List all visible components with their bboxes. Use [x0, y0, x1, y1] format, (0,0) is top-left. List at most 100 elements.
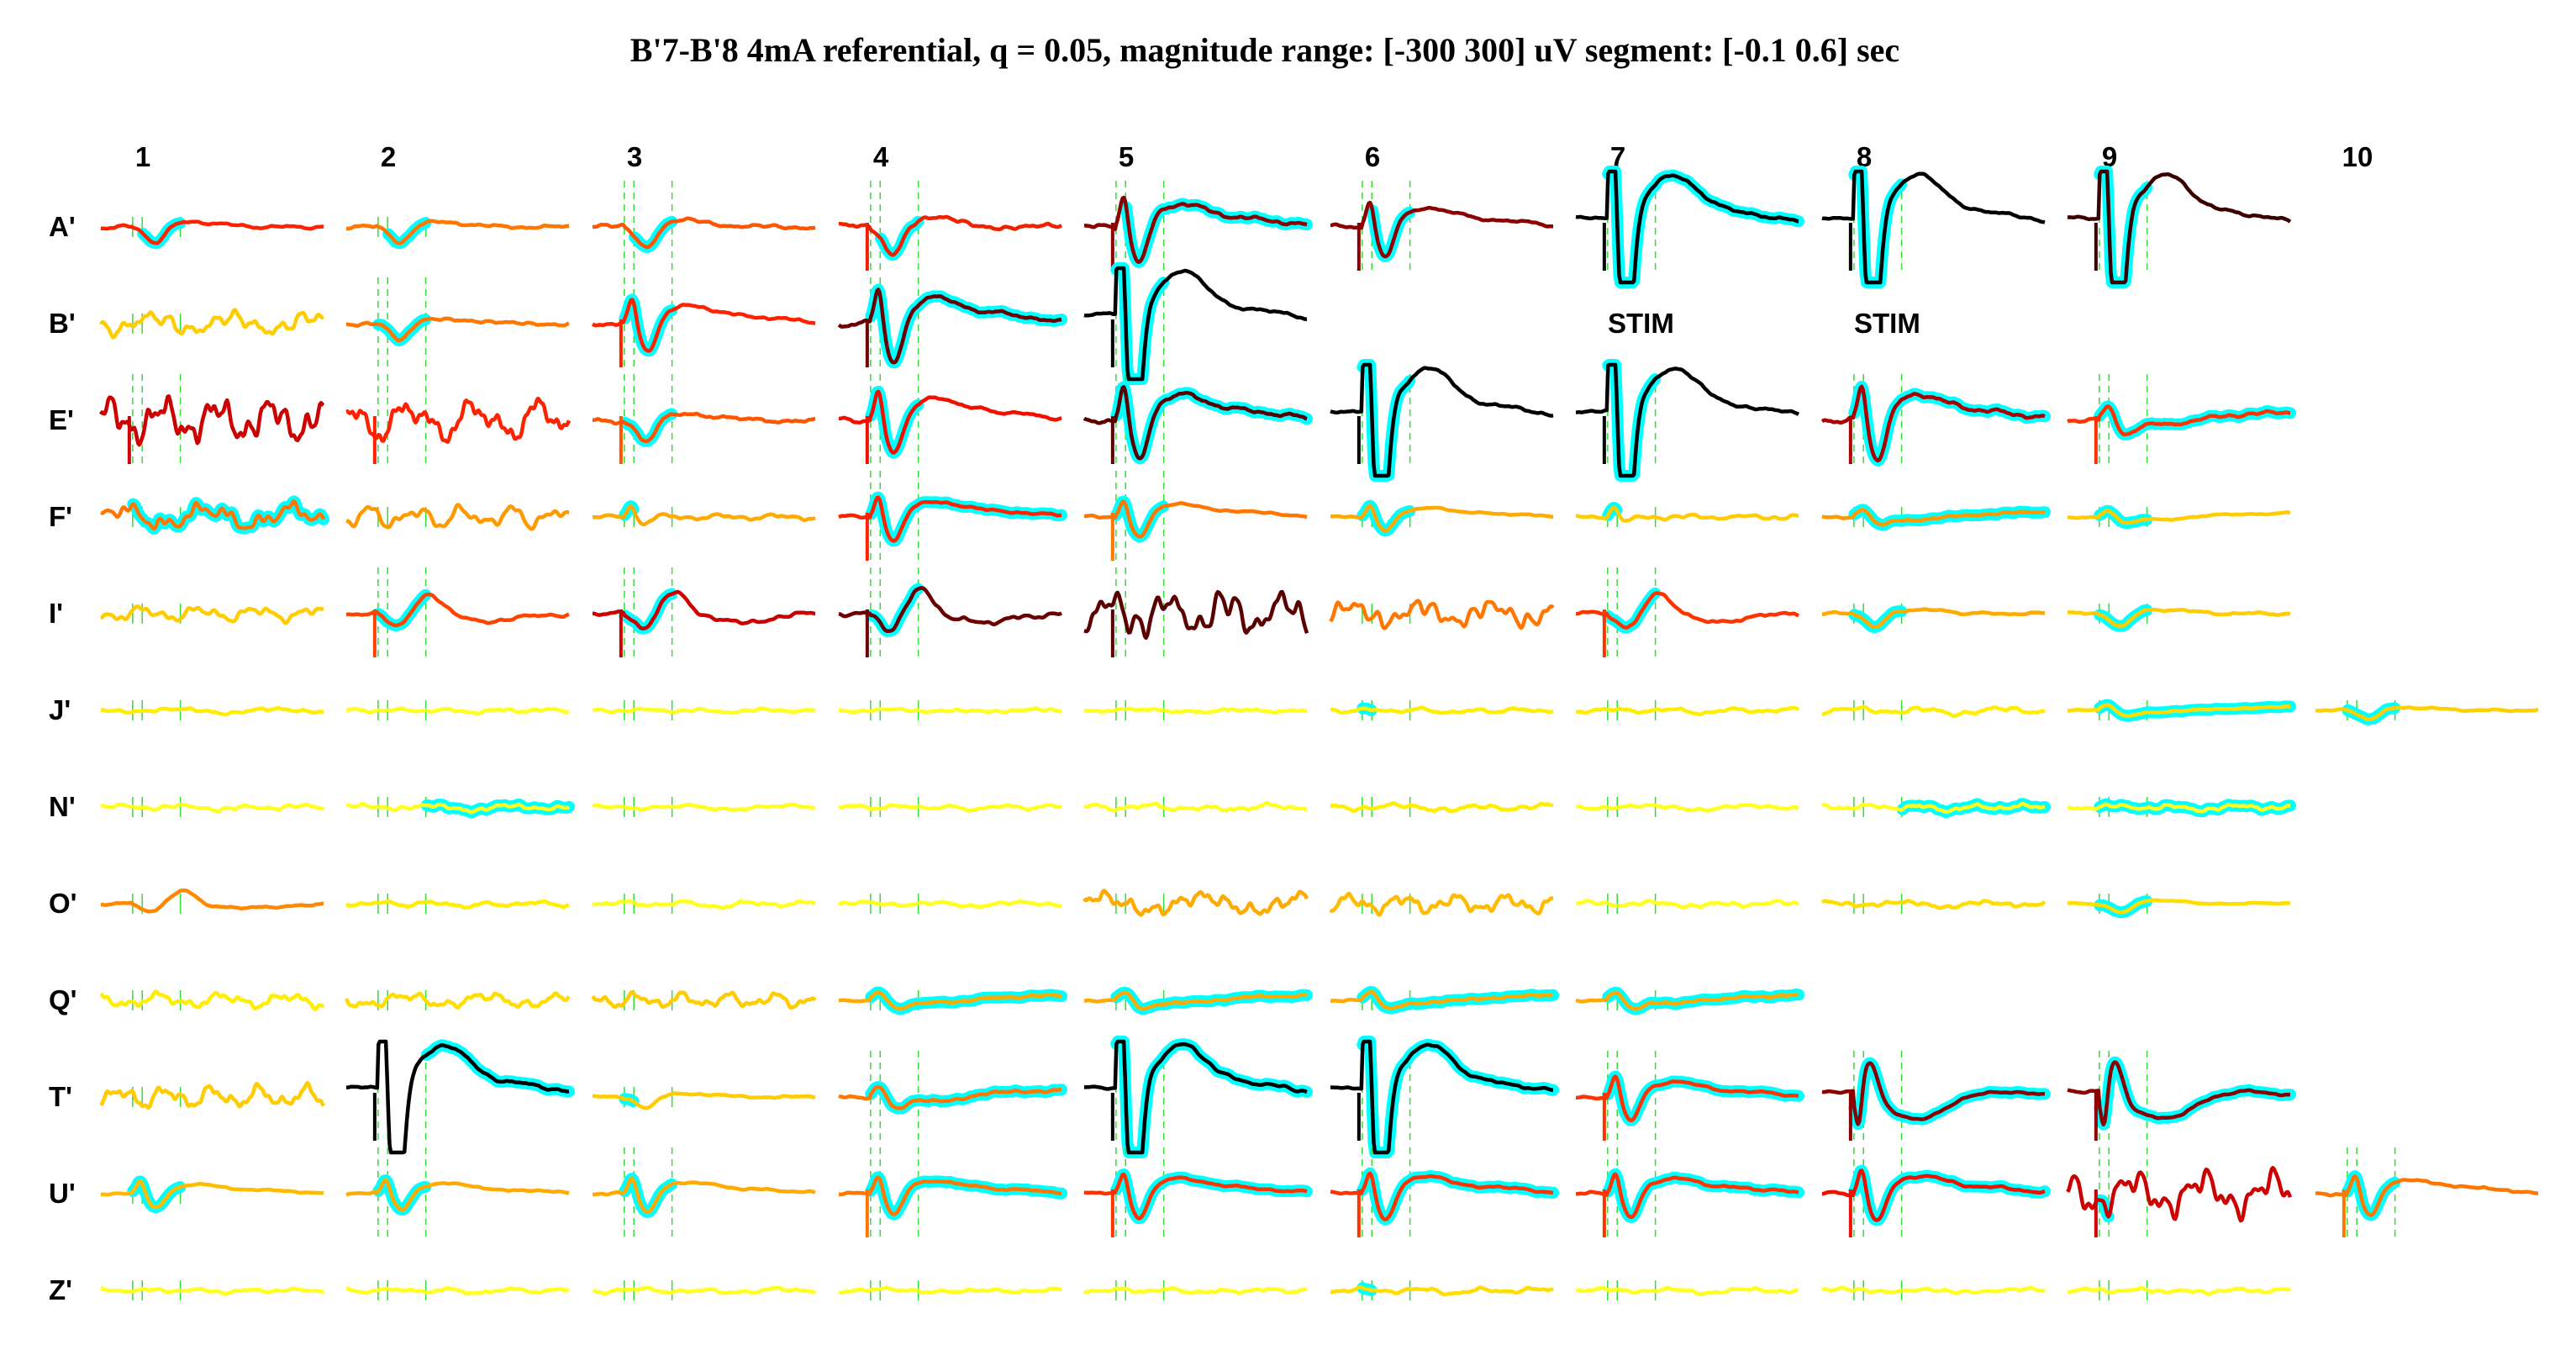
response-trace — [1330, 362, 1554, 478]
trace-cell — [1575, 567, 1799, 660]
response-trace — [1330, 504, 1554, 533]
trace-cell — [1330, 181, 1554, 273]
response-trace — [1575, 1074, 1799, 1123]
trace-cell — [345, 374, 572, 467]
response-trace — [838, 1084, 1062, 1110]
trace-cell — [2067, 1051, 2296, 1143]
trace-cell — [838, 374, 1062, 467]
response-trace — [1821, 704, 2046, 719]
response-trace — [100, 802, 324, 814]
trace-cell — [1821, 504, 2051, 531]
response-trace — [1083, 385, 1308, 461]
trace-cell — [1329, 599, 1555, 630]
trace-cell — [2315, 1147, 2539, 1240]
response-trace — [838, 899, 1062, 910]
response-trace — [1575, 990, 1799, 1011]
response-trace — [2067, 1285, 2291, 1296]
trace-cell — [1083, 374, 1313, 467]
response-trace — [1083, 1286, 1308, 1295]
column-label: 5 — [1118, 141, 1135, 172]
response-trace — [344, 991, 571, 1010]
trace-cell — [592, 374, 816, 467]
row-label: I' — [49, 598, 64, 629]
trace-cell — [100, 700, 324, 720]
response-trace — [838, 990, 1062, 1011]
trace-cell — [592, 181, 816, 273]
stim-label: STIM — [1608, 308, 1674, 339]
response-trace — [837, 287, 1062, 365]
response-trace — [838, 214, 1063, 257]
response-trace — [2067, 169, 2292, 285]
response-trace — [100, 1179, 324, 1210]
row-label: Q' — [49, 984, 77, 1015]
response-trace — [838, 495, 1062, 543]
trace-cell — [592, 1147, 816, 1240]
response-trace — [1083, 195, 1308, 265]
trace-cell — [1083, 471, 1308, 563]
trace-cell — [592, 567, 816, 660]
row-label: U' — [49, 1178, 76, 1209]
response-trace — [592, 899, 816, 910]
trace-cell — [345, 894, 570, 914]
trace-cell — [345, 1039, 575, 1155]
column-label: 8 — [1856, 141, 1873, 172]
response-trace — [1821, 1168, 2046, 1222]
trace-cell — [1330, 1147, 1559, 1240]
trace-cell — [592, 700, 816, 720]
response-trace — [592, 216, 816, 250]
response-trace — [1820, 899, 2047, 910]
trace-cell — [1083, 1280, 1308, 1300]
trace-cell — [1330, 985, 1559, 1015]
trace-cell — [99, 1080, 325, 1110]
trace-cell — [1083, 567, 1309, 660]
trace-cell — [1575, 894, 1799, 914]
trace-cell — [2067, 894, 2291, 919]
trace-cell — [1330, 1280, 1554, 1300]
trace-cell — [100, 217, 324, 250]
response-trace — [838, 803, 1062, 813]
response-trace — [1575, 169, 1799, 285]
significance-highlight — [1356, 499, 1416, 537]
response-trace — [100, 706, 324, 717]
trace-cell — [592, 894, 816, 914]
trace-cell — [1821, 700, 2046, 720]
column-label: 2 — [380, 141, 397, 172]
trace-cell — [1330, 797, 1554, 817]
trace-cell — [345, 1280, 570, 1300]
response-trace — [1575, 898, 1799, 910]
response-trace — [592, 706, 816, 715]
column-label: 3 — [626, 141, 643, 172]
response-trace — [100, 1286, 324, 1296]
trace-cell — [1575, 1051, 1804, 1143]
trace-cell — [1575, 986, 1804, 1015]
response-trace — [99, 1080, 325, 1110]
response-trace — [1330, 1284, 1554, 1297]
trace-cell — [100, 495, 329, 535]
response-trace — [838, 1285, 1062, 1295]
response-trace — [838, 389, 1062, 455]
response-trace — [1083, 589, 1309, 641]
trace-cell — [1821, 1051, 2051, 1143]
significance-highlight — [372, 1174, 432, 1216]
trace-cell — [2067, 504, 2291, 529]
response-trace — [592, 802, 816, 812]
response-trace — [1330, 200, 1554, 259]
response-trace — [2067, 509, 2291, 525]
column-label: 9 — [2101, 141, 2118, 172]
response-trace — [2067, 898, 2291, 915]
trace-cell — [1575, 1280, 1799, 1300]
trace-cell — [838, 894, 1062, 914]
response-trace — [1820, 384, 2046, 463]
trace-cell — [1575, 166, 1804, 288]
significance-highlight — [619, 1173, 678, 1218]
trace-cell — [2067, 604, 2291, 632]
row-label: Z' — [49, 1274, 73, 1305]
trace-cell — [591, 989, 817, 1010]
trace-cell — [1083, 262, 1308, 385]
trace-cell — [1575, 502, 1799, 527]
column-label: 7 — [1609, 141, 1626, 172]
response-trace — [1575, 1172, 1799, 1220]
trace-cell — [99, 989, 325, 1011]
response-trace — [1330, 989, 1554, 1010]
